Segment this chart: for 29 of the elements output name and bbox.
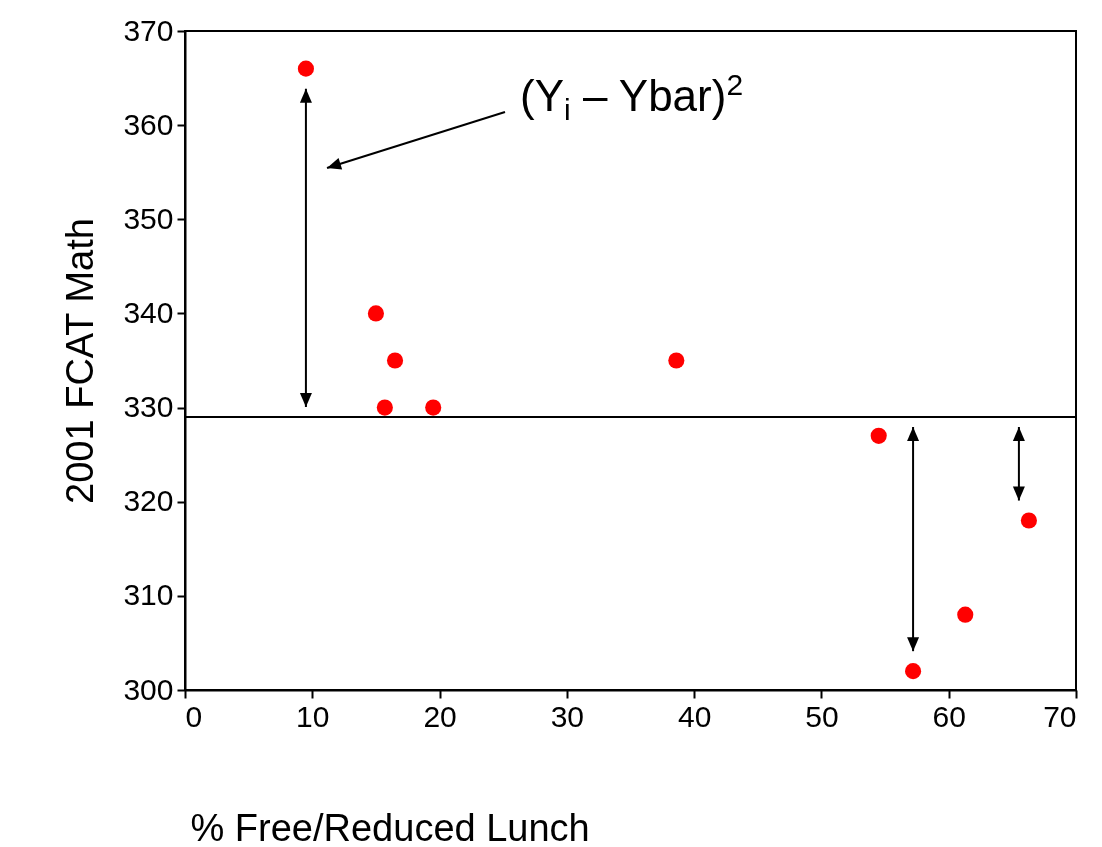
point — [376, 399, 393, 416]
point — [386, 352, 404, 369]
y-tick-label: 330 — [123, 390, 174, 424]
point — [905, 663, 922, 680]
y-tick-label: 360 — [123, 107, 174, 141]
x-tick-label: 10 — [296, 699, 330, 733]
x-tick-label: 60 — [932, 699, 966, 733]
point — [1020, 512, 1037, 529]
x-tick-label: 70 — [1043, 699, 1077, 733]
y-tick-label: 370 — [123, 13, 174, 47]
x-tick-label: 0 — [185, 699, 203, 733]
y-tick-label: 340 — [123, 295, 174, 329]
point — [425, 399, 442, 416]
x-axis-title: % Free/Reduced Lunch — [190, 806, 590, 847]
point — [957, 606, 974, 623]
x-tick-label: 50 — [805, 699, 839, 733]
x-tick-label: 30 — [550, 699, 585, 733]
y-tick-label: 310 — [123, 578, 174, 612]
x-tick-label: 40 — [677, 699, 712, 733]
point — [297, 60, 314, 77]
y-tick-label: 300 — [123, 672, 174, 706]
point — [668, 352, 685, 369]
point — [870, 427, 887, 444]
y-tick-label: 320 — [123, 484, 174, 518]
x-tick-label: 20 — [423, 699, 457, 733]
y-tick-label: 350 — [123, 201, 174, 235]
point — [367, 305, 384, 322]
y-axis-title: 2001 FCAT Math — [59, 218, 102, 504]
annotation: (Y$_{i}$ – Ybar)$^{2}$ — [520, 68, 744, 128]
